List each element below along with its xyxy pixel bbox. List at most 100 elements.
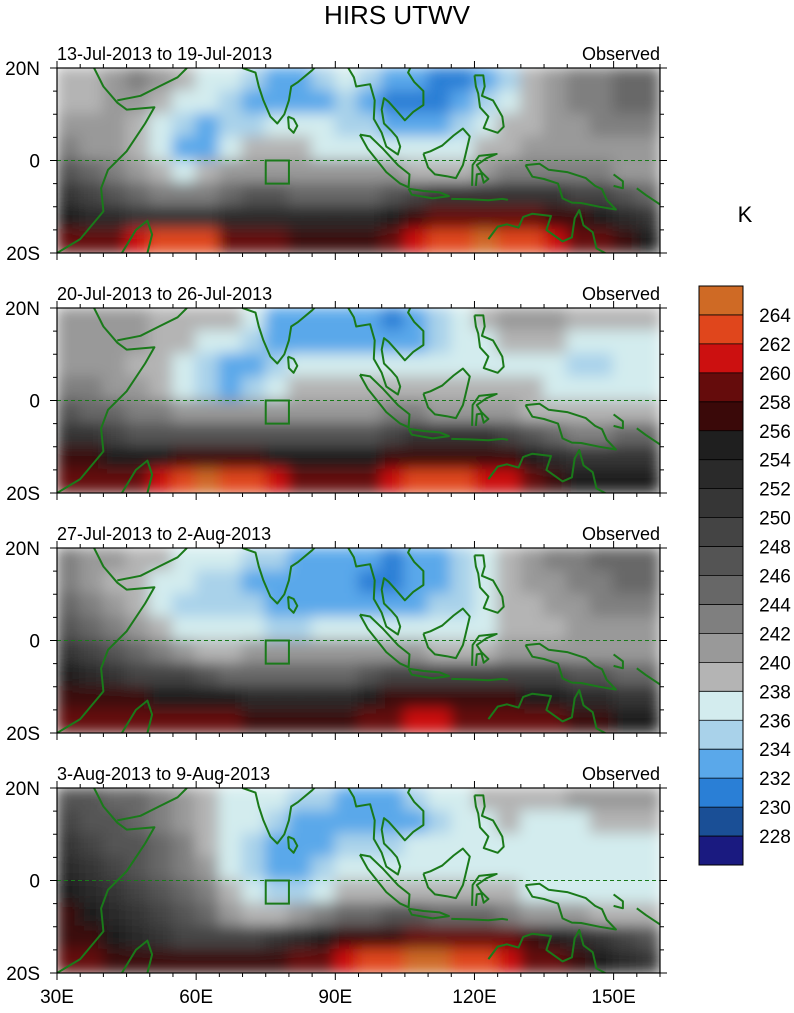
cell [357,330,383,356]
cell [566,593,592,619]
cell [311,833,337,859]
cell [57,548,82,573]
panel-ticks [50,541,667,740]
cell [287,810,314,836]
cell [403,925,430,951]
cell [57,662,82,688]
cell [102,570,128,596]
cell [635,662,660,688]
cell [450,548,476,573]
cell [287,593,314,619]
cell [218,639,244,665]
cell [473,308,499,333]
coastline [407,187,450,200]
cell [218,136,244,162]
cell [311,68,337,93]
cell [171,593,198,619]
cell [519,90,546,116]
cell [264,616,290,642]
cell [57,593,82,619]
cell [287,948,314,973]
cell [241,593,267,619]
cell [566,616,592,642]
cell [473,113,499,139]
cell [473,548,499,573]
cell [403,468,430,493]
cell [148,685,174,711]
cell [334,136,360,162]
y-tick-label: 20S [6,484,40,505]
cell [380,639,406,665]
coastline [57,788,156,973]
cell [148,788,174,813]
cell [287,902,314,928]
cell [57,685,82,711]
cell [57,159,82,185]
cell [357,68,383,93]
cell [450,810,476,836]
cell [311,376,337,402]
cell [566,228,592,253]
cell [566,708,592,733]
cell [380,548,406,573]
coastline [636,667,660,686]
panel-period: 20-Jul-2013 to 26-Jul-2013 [57,284,272,304]
cell [473,468,499,493]
cell [79,879,105,905]
coastline [117,68,188,102]
cell [264,159,290,185]
cell [450,228,476,253]
cell [195,879,221,905]
cell [450,925,476,951]
cell [589,570,615,596]
cell [427,68,453,93]
cell [57,422,82,448]
colorbar-label: 242 [759,624,791,645]
cell [519,308,546,333]
cell [195,788,221,813]
colorbar-label: 246 [759,567,791,588]
cell [264,548,290,573]
cell [519,593,546,619]
cell [171,685,198,711]
cell [589,879,615,905]
cell [380,570,406,596]
cell [427,833,453,859]
cell [218,205,244,231]
cell [589,810,615,836]
coastline [121,459,154,493]
cell [427,468,453,493]
cell [195,925,221,951]
coastline [422,127,471,180]
cell [311,925,337,951]
cell [218,445,244,471]
cell [427,948,453,973]
cell [357,548,383,573]
cell [380,205,406,231]
cell [195,376,221,402]
coastline [524,402,617,451]
cell [635,353,660,379]
cell [57,925,82,951]
cell [241,662,267,688]
cell [519,708,546,733]
cell [148,639,174,665]
cell [79,616,105,642]
cell [334,205,360,231]
coastline [347,308,425,396]
cell [241,856,267,882]
cell [311,948,337,973]
cell [148,68,174,93]
cell [218,593,244,619]
colorbar-label: 236 [759,711,791,732]
cell [102,616,128,642]
cell [287,353,314,379]
cell [102,68,128,93]
panel-period: 13-Jul-2013 to 19-Jul-2013 [57,44,272,64]
cell [357,90,383,116]
cell [543,548,569,573]
cell [334,685,360,711]
coastline [359,613,411,669]
cell [473,662,499,688]
x-tick-label: 90E [318,987,352,1008]
